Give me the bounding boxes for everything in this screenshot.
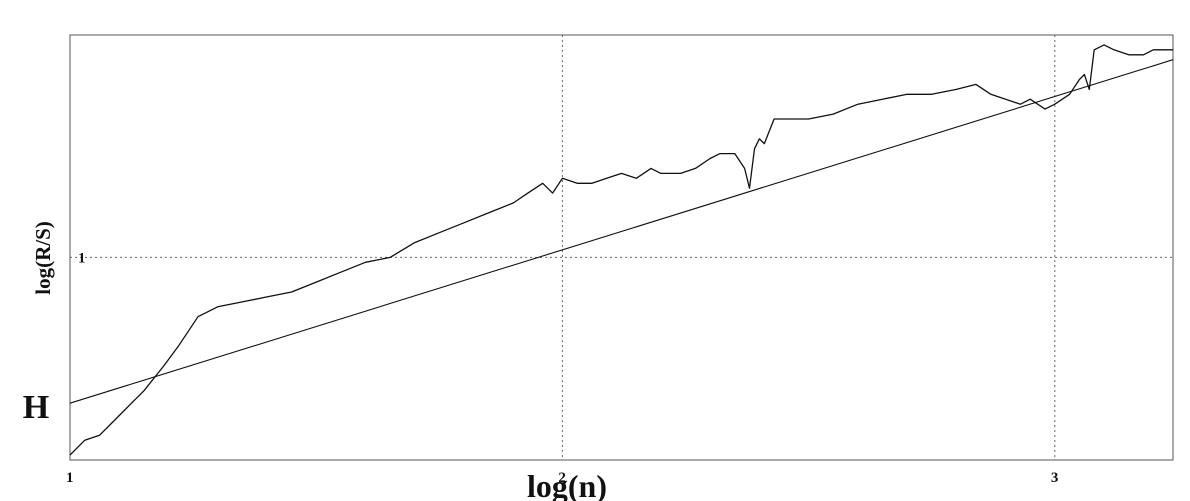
x-tick-label: 3: [1051, 470, 1059, 486]
grid-layer: [70, 35, 1173, 460]
y-tick-label: 1: [78, 250, 86, 266]
fit-line: [69, 59, 1174, 404]
h-annotation: H: [23, 389, 49, 426]
x-tick-label: 2: [558, 470, 566, 486]
tick-layer: 1 2 3 1: [66, 250, 1058, 486]
y-axis-label: log(R/S): [31, 221, 55, 295]
x-tick-label: 1: [66, 470, 74, 486]
rs-data-line: [69, 44, 1173, 456]
x-axis-label: log(n): [527, 468, 607, 501]
plot-frame: [69, 34, 1174, 461]
series-layer: [69, 44, 1174, 456]
